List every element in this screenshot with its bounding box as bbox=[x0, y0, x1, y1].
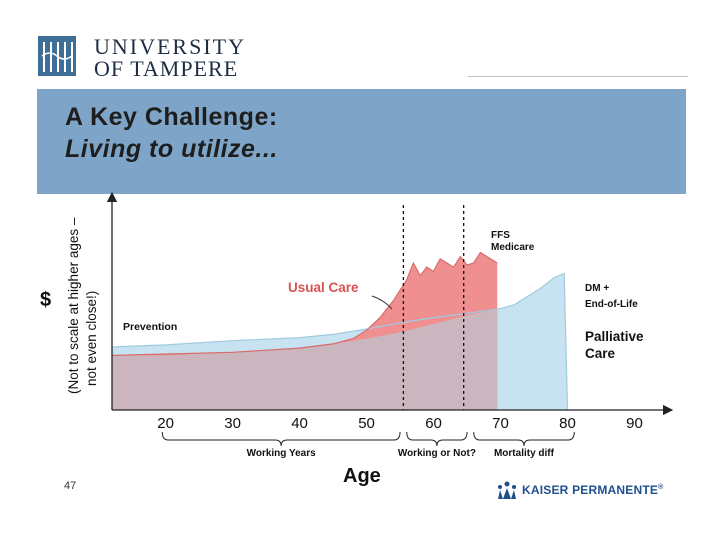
age-group-brace bbox=[161, 431, 401, 447]
header-rule bbox=[468, 76, 688, 77]
logo-text-line2: OF TAMPERE bbox=[94, 56, 239, 81]
x-tick-label: 50 bbox=[358, 415, 375, 432]
x-tick-label: 70 bbox=[492, 415, 509, 432]
age-group-label: Mortality diff bbox=[494, 448, 555, 459]
age-group-braces: Working Years Working or Not? Mortality di… bbox=[161, 431, 575, 459]
age-group-label: Working Years bbox=[247, 448, 317, 459]
palliative-label-line2: Care bbox=[585, 346, 616, 361]
brand-name: KAISER PERMANENTE bbox=[522, 483, 659, 497]
palliative-care-outline bbox=[111, 272, 569, 411]
kaiser-permanente-logo: KAISER PERMANENTE® bbox=[496, 480, 676, 502]
dm-label-line2: End-of-Life bbox=[585, 299, 638, 310]
dm-label-line1: DM + bbox=[585, 283, 609, 294]
age-group-label: Working or Not? bbox=[398, 448, 476, 459]
kaiser-permanente-icon bbox=[498, 481, 516, 499]
prevention-label: Prevention bbox=[123, 321, 177, 333]
x-tick-label: 60 bbox=[425, 415, 442, 432]
y-axis-label: $ bbox=[40, 289, 51, 311]
slide-subtitle: Living to utilize... bbox=[65, 135, 278, 163]
x-tick-label: 90 bbox=[626, 415, 643, 432]
x-tick-label: 80 bbox=[559, 415, 576, 432]
x-tick-label: 40 bbox=[291, 415, 308, 432]
y-axis-note-line2: not even close!) bbox=[84, 291, 99, 386]
university-logo: UNIVERSITY OF TAMPERE bbox=[38, 34, 258, 81]
registered-mark: ® bbox=[658, 484, 664, 491]
kaiser-permanente-wordmark: KAISER PERMANENTE® bbox=[522, 483, 663, 497]
logo-text-line1: UNIVERSITY bbox=[94, 34, 246, 59]
ffs-label-line2: Medicare bbox=[491, 242, 535, 253]
x-tick-label: 20 bbox=[157, 415, 174, 432]
ffs-label-line1: FFS bbox=[491, 230, 510, 241]
title-banner: A Key Challenge: Living to utilize... bbox=[37, 89, 686, 194]
age-group-brace bbox=[406, 431, 468, 447]
prevention-area bbox=[112, 309, 498, 410]
usual-care-pointer bbox=[371, 295, 393, 310]
x-tick-label: 30 bbox=[224, 415, 241, 432]
x-tick-labels: 20 30 40 50 60 70 80 90 bbox=[157, 415, 643, 432]
university-emblem-icon bbox=[38, 36, 76, 76]
slide-number: 47 bbox=[64, 480, 77, 492]
age-group-brace bbox=[473, 431, 575, 447]
usual-care-outline bbox=[111, 251, 498, 356]
x-axis-label: Age bbox=[343, 465, 381, 487]
usual-care-label: Usual Care bbox=[288, 280, 359, 295]
slide-title: A Key Challenge: bbox=[65, 103, 278, 131]
palliative-label-line1: Palliative bbox=[585, 329, 644, 344]
y-axis-note-line1: (Not to scale at higher ages – bbox=[66, 217, 81, 394]
